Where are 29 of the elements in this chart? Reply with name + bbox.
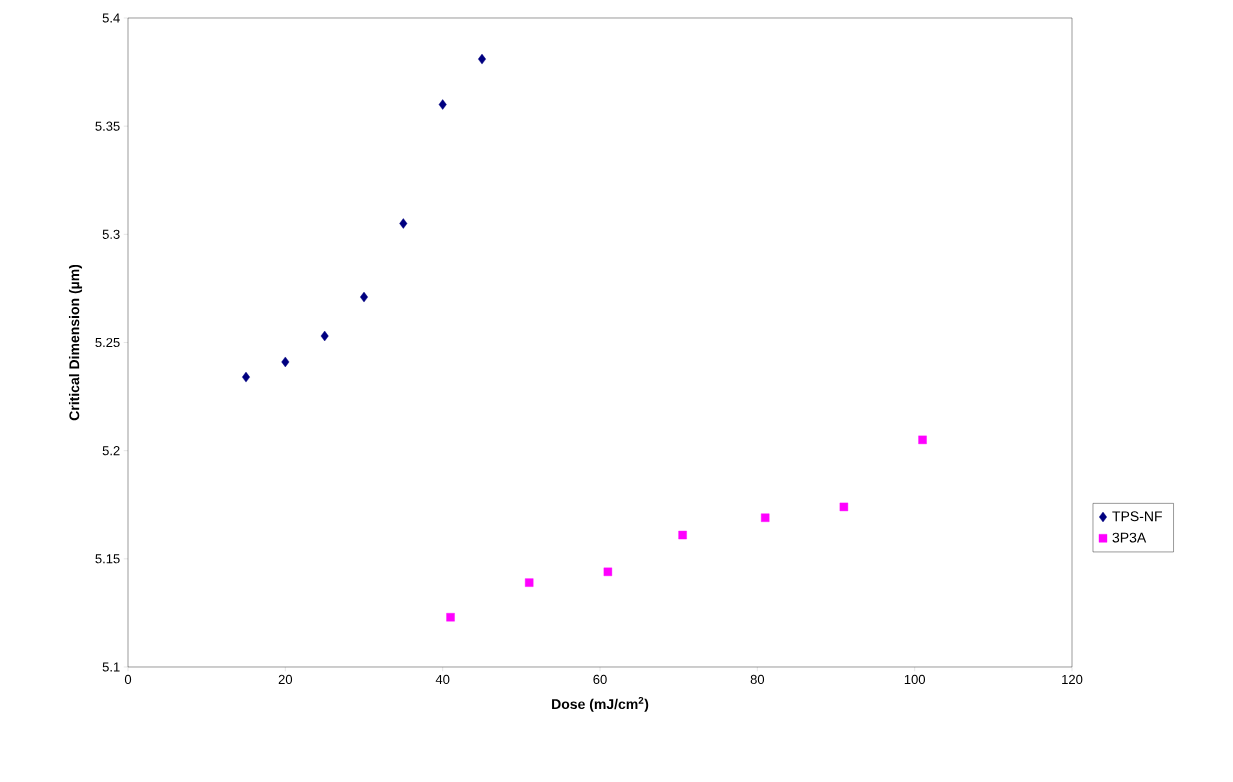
- x-tick-label: 120: [1062, 674, 1083, 684]
- x-tick-label: 100: [904, 674, 926, 684]
- y-tick-label: 5.25: [95, 337, 120, 348]
- point: [603, 567, 613, 577]
- point: [320, 330, 329, 342]
- point: [399, 218, 408, 229]
- x-tick-label: 60: [593, 674, 607, 684]
- legend-label: TPS-NF: [1112, 511, 1162, 522]
- y-tick-label: 5.4: [102, 13, 120, 23]
- y-tick-label: 5.2: [102, 446, 120, 456]
- y-tick-label: 5.1: [102, 662, 120, 672]
- point: [281, 356, 290, 368]
- point: [438, 99, 447, 110]
- y-tick-label: 5.15: [95, 554, 120, 564]
- x-tick-label: 40: [435, 674, 450, 684]
- x-axis-title: Dose (mJ/cm$^{2}$): [552, 696, 649, 712]
- y-tick-label: 5.35: [95, 121, 120, 131]
- point: [918, 435, 927, 445]
- point: [761, 513, 770, 522]
- legend-label: 3P3A: [1112, 532, 1147, 543]
- x-tick-label: 0: [124, 674, 132, 684]
- point: [678, 530, 687, 540]
- point: [839, 502, 849, 512]
- y-axis-title: Critical Dimension (µm): [68, 264, 83, 421]
- point: [446, 613, 455, 622]
- x-tick-label: 80: [750, 674, 765, 684]
- y-tick-label: 5.3: [102, 229, 120, 239]
- point: [525, 578, 534, 587]
- x-tick-label: 20: [278, 674, 293, 684]
